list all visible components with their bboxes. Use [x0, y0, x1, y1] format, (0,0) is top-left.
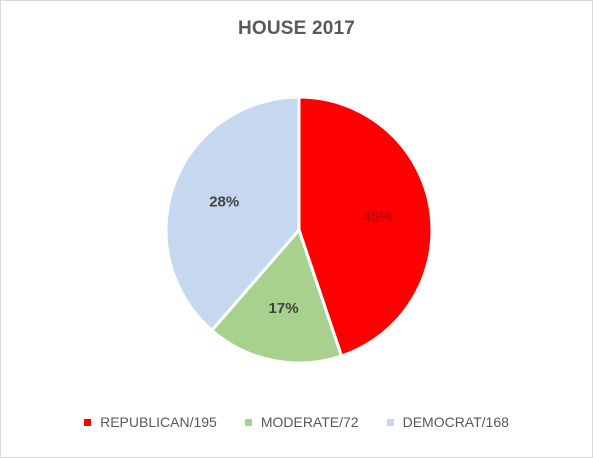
pie-slice-label-democrat: 28% — [209, 194, 239, 211]
legend: REPUBLICAN/195 MODERATE/72 DEMOCRAT/168 — [0, 414, 593, 430]
legend-label-moderate: MODERATE/72 — [260, 414, 359, 430]
legend-swatch-democrat — [386, 418, 394, 426]
legend-label-republican: REPUBLICAN/195 — [100, 414, 217, 430]
chart-title: HOUSE 2017 — [237, 18, 356, 39]
legend-item-democrat: DEMOCRAT/168 — [386, 414, 509, 430]
pie-slice-label-republican: 45% — [363, 209, 393, 226]
pie-slice-republican — [297, 95, 434, 358]
legend-item-moderate: MODERATE/72 — [244, 414, 359, 430]
legend-label-democrat: DEMOCRAT/168 — [402, 414, 509, 430]
pie-slice-labels: 45% 17% 28% — [209, 194, 393, 317]
pie-slices — [164, 95, 434, 365]
pie-slice-label-moderate: 17% — [269, 300, 299, 317]
legend-swatch-republican — [84, 418, 92, 426]
legend-swatch-moderate — [244, 418, 252, 426]
legend-item-republican: REPUBLICAN/195 — [84, 414, 217, 430]
pie-slice-moderate — [210, 228, 343, 365]
pie-slice-democrat — [164, 95, 301, 332]
